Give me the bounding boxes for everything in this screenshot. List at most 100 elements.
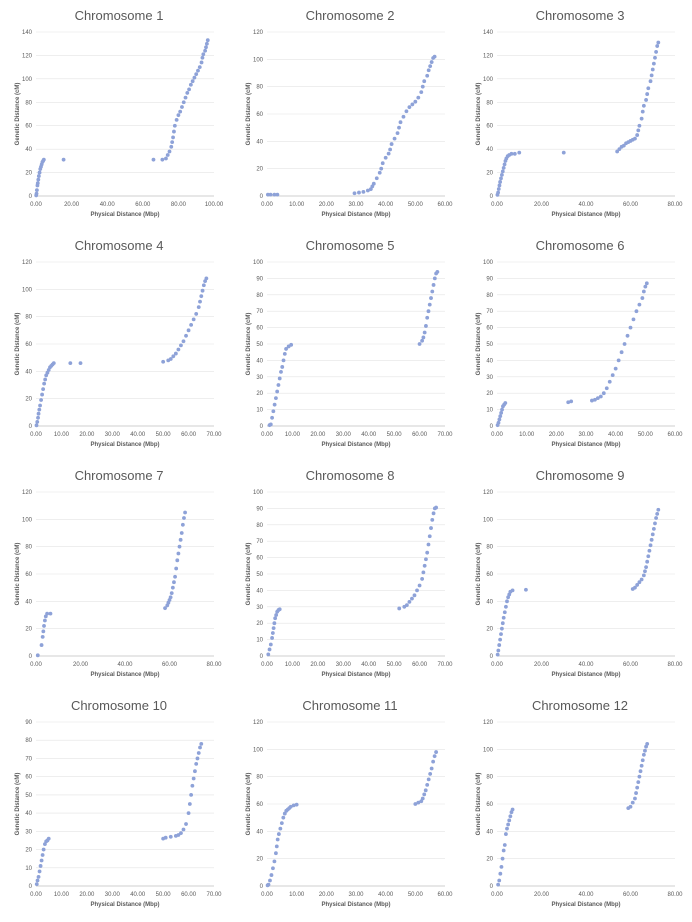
y-tick-label: 40 bbox=[256, 139, 263, 145]
data-point bbox=[497, 643, 502, 647]
y-tick-label: 0 bbox=[29, 194, 33, 200]
data-point bbox=[425, 315, 430, 320]
y-axis-label: Genetic Distance (cM) bbox=[246, 313, 252, 376]
y-tick-label: 60 bbox=[486, 802, 493, 808]
y-tick-label: 10 bbox=[256, 638, 263, 644]
y-tick-label: 80 bbox=[486, 293, 493, 299]
chart-title: Chromosome 2 bbox=[306, 8, 395, 23]
x-tick-label: 30.00 bbox=[348, 202, 364, 208]
x-tick-label: 60.00 bbox=[162, 662, 178, 668]
data-point bbox=[275, 837, 280, 842]
data-point bbox=[506, 822, 511, 827]
data-point bbox=[404, 109, 409, 114]
data-point bbox=[625, 333, 630, 338]
data-point bbox=[432, 754, 437, 759]
x-axis-label: Physical Distance (Mbp) bbox=[551, 212, 620, 218]
y-tick-label: 120 bbox=[22, 490, 33, 496]
y-tick-label: 60 bbox=[25, 572, 32, 578]
data-point bbox=[432, 54, 437, 59]
y-tick-label: 70 bbox=[486, 309, 493, 315]
data-point bbox=[41, 387, 46, 391]
x-tick-label: 10.00 bbox=[289, 892, 305, 898]
data-point bbox=[496, 648, 501, 653]
y-axis-label: Genetic Distance (cM) bbox=[246, 83, 252, 146]
data-point bbox=[422, 79, 427, 84]
data-point bbox=[272, 621, 277, 626]
data-point bbox=[39, 643, 44, 647]
data-point bbox=[655, 44, 660, 48]
y-tick-label: 20 bbox=[25, 848, 32, 854]
data-point bbox=[161, 359, 166, 364]
data-point bbox=[34, 423, 39, 428]
x-tick-label: 80.00 bbox=[171, 202, 187, 208]
data-point bbox=[510, 588, 515, 593]
y-tick-label: 120 bbox=[253, 30, 264, 36]
data-point bbox=[199, 741, 204, 746]
x-axis-label: Physical Distance (Mbp) bbox=[321, 672, 390, 678]
data-point bbox=[272, 192, 277, 197]
data-point bbox=[422, 330, 427, 335]
data-point bbox=[177, 544, 182, 549]
data-point bbox=[265, 192, 270, 197]
y-tick-label: 100 bbox=[22, 517, 33, 523]
data-point bbox=[426, 68, 431, 73]
y-tick-label: 100 bbox=[483, 77, 494, 83]
x-tick-label: 80.00 bbox=[667, 662, 683, 668]
data-point bbox=[633, 585, 637, 590]
data-point bbox=[637, 302, 642, 307]
data-point bbox=[426, 309, 431, 314]
data-point bbox=[46, 836, 51, 841]
x-axis-label: Physical Distance (Mbp) bbox=[90, 672, 159, 678]
data-point bbox=[648, 543, 653, 548]
data-point bbox=[637, 774, 642, 779]
data-point bbox=[172, 580, 176, 585]
y-tick-label: 70 bbox=[256, 539, 263, 545]
data-point bbox=[431, 511, 436, 516]
data-point bbox=[434, 750, 438, 754]
data-point bbox=[495, 652, 500, 657]
data-point bbox=[191, 776, 196, 781]
data-point bbox=[389, 142, 394, 146]
y-tick-label: 0 bbox=[29, 654, 33, 660]
data-point bbox=[172, 123, 177, 128]
x-tick-label: 70.00 bbox=[437, 662, 453, 668]
data-point bbox=[633, 136, 637, 141]
y-tick-label: 80 bbox=[256, 85, 263, 91]
data-point bbox=[281, 358, 286, 363]
data-point bbox=[186, 811, 191, 816]
data-point bbox=[420, 84, 425, 89]
y-tick-label: 0 bbox=[490, 654, 494, 660]
data-point bbox=[184, 822, 188, 826]
data-point bbox=[419, 90, 424, 95]
data-point bbox=[640, 109, 645, 114]
data-point bbox=[654, 516, 658, 520]
data-point bbox=[500, 856, 505, 861]
data-point bbox=[180, 522, 185, 527]
data-point bbox=[424, 557, 428, 562]
data-point bbox=[501, 165, 506, 170]
data-point bbox=[196, 751, 201, 755]
x-tick-label: 0.00 bbox=[491, 432, 503, 438]
data-point bbox=[635, 133, 640, 137]
x-tick-label: 30.00 bbox=[105, 432, 121, 438]
data-point bbox=[641, 103, 646, 108]
data-point bbox=[640, 758, 645, 763]
y-tick-label: 30 bbox=[256, 605, 263, 611]
y-tick-label: 70 bbox=[256, 309, 263, 315]
data-point bbox=[496, 882, 501, 887]
data-point bbox=[183, 95, 188, 100]
data-point bbox=[656, 507, 661, 512]
y-tick-label: 120 bbox=[22, 53, 33, 59]
data-point bbox=[595, 396, 600, 401]
data-point bbox=[34, 882, 39, 887]
data-point bbox=[397, 125, 401, 130]
y-tick-label: 90 bbox=[256, 276, 263, 282]
chart-title: Chromosome 1 bbox=[75, 8, 164, 23]
data-point bbox=[371, 181, 376, 186]
data-point bbox=[160, 157, 165, 162]
data-point bbox=[43, 618, 47, 623]
y-tick-label: 100 bbox=[22, 77, 33, 83]
scatter-chart-1: Chromosome 1 0 20 40 60 80 100 120 140 0.00 20.00 4… bbox=[15, 8, 224, 218]
data-point bbox=[192, 75, 197, 80]
y-tick-label: 40 bbox=[25, 811, 32, 817]
